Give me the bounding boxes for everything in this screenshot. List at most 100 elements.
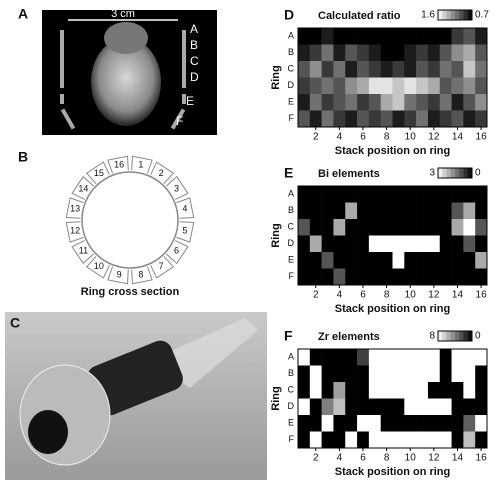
heatmap-cell (309, 202, 322, 220)
heatmap-cell (463, 252, 476, 269)
heatmap-cell (439, 235, 452, 253)
heatmap-cell (298, 186, 311, 203)
heatmap-cell (416, 44, 429, 62)
heatmap-cell (345, 202, 358, 220)
heatmap-cell (321, 28, 334, 45)
x-tick-label: 2 (313, 290, 319, 301)
colorbar-step (463, 10, 469, 20)
heatmap-cell (392, 186, 405, 203)
heatmap-cell (309, 94, 322, 111)
heatmap-cell (357, 235, 370, 253)
x-tick-label: 12 (428, 453, 440, 464)
stack (176, 221, 195, 243)
colorbar-step (438, 10, 443, 20)
heatmap-cell (439, 252, 452, 269)
heatmap-cell (309, 235, 322, 253)
heatmap-cell (380, 61, 393, 78)
x-tick-label: 6 (360, 453, 366, 464)
heatmap-cell (380, 382, 393, 399)
x-tick-label: 14 (452, 453, 464, 464)
stack-tab (85, 161, 110, 185)
heatmap-cell (475, 61, 488, 78)
heatmap-cell (392, 219, 405, 236)
heatmap-cell (380, 431, 393, 449)
heatmap-cell (309, 44, 322, 62)
heatmap-cell (463, 219, 476, 236)
heatmap-cell (427, 415, 441, 432)
heatmap-cell (427, 44, 441, 62)
heatmap-cell (404, 28, 417, 45)
photo-detector (19, 364, 111, 466)
y-tick-label: D (288, 80, 295, 90)
stack-tab (65, 221, 84, 243)
heatmap-cell (463, 186, 476, 203)
x-tick-label: 16 (476, 132, 488, 143)
heatmap-cell (333, 268, 346, 286)
heatmap-cell (333, 186, 346, 203)
heatmap-cell (309, 186, 322, 203)
heatmap-cell (427, 219, 441, 236)
heatmap-cell (368, 61, 381, 78)
heatmap-cell (380, 202, 393, 220)
heatmap-cell (475, 431, 488, 449)
heatmap-cell (439, 28, 452, 45)
heatmap-cell (309, 382, 322, 399)
heatmap-cell (357, 415, 370, 432)
x-tick-label: 8 (384, 453, 390, 464)
heatmap-cell (345, 268, 358, 286)
heatmap-cell (475, 44, 488, 62)
heatmap-cell (404, 219, 417, 236)
stack-label: 14 (78, 183, 88, 193)
heatmap-cell (321, 61, 334, 78)
heatmap-cell (368, 252, 381, 269)
heatmap-cell (392, 349, 405, 366)
panel-letter: A (18, 6, 28, 22)
heatmap-cell (439, 268, 452, 286)
stack-label: 2 (159, 168, 164, 178)
heatmap-cell (298, 398, 311, 416)
heatmap-cell (439, 186, 452, 203)
heatmap-cell (451, 110, 464, 128)
heatmap-title: Zr elements (318, 331, 380, 343)
heatmap-cell (416, 365, 429, 383)
mri-tissue (104, 22, 148, 54)
heatmap-cell (368, 382, 381, 399)
colorbar-step (438, 331, 443, 341)
heatmap-cell (368, 28, 381, 45)
heatmap-cell (380, 219, 393, 236)
heatmap-cell (427, 252, 441, 269)
heatmap-cell (380, 235, 393, 253)
colorbar-step (463, 331, 469, 341)
heatmap-cell (475, 365, 488, 383)
stack (165, 175, 189, 200)
ring-label: B (190, 38, 198, 52)
heatmap-cell (309, 415, 322, 432)
stack (65, 221, 84, 243)
heatmap-cell (368, 349, 381, 366)
heatmap-cell (298, 349, 311, 366)
heatmap-cell (416, 202, 429, 220)
stack-label: 8 (138, 269, 143, 279)
colorbar-step (450, 331, 456, 341)
heatmap-cell (475, 382, 488, 399)
heatmap-cell (427, 77, 441, 95)
heatmap-cell (475, 219, 488, 236)
heatmap-cell (392, 268, 405, 286)
stack-tab (107, 266, 129, 285)
heatmap-cell (309, 365, 322, 383)
heatmap-cell (463, 268, 476, 286)
heatmap-cell (416, 186, 429, 203)
heatmap-cell (416, 61, 429, 78)
heatmap-cell (463, 77, 476, 95)
heatmap-cell (333, 44, 346, 62)
colorbar-step (467, 10, 473, 20)
heatmap-cell (333, 398, 346, 416)
heatmap-cell (298, 202, 311, 220)
heatmap-cell (333, 349, 346, 366)
heatmap-cell (357, 44, 370, 62)
x-tick-label: 10 (405, 453, 417, 464)
heatmap-cell (345, 415, 358, 432)
heatmap-cell (439, 365, 452, 383)
colorbar-step (446, 168, 452, 178)
heatmap-cell (321, 382, 334, 399)
